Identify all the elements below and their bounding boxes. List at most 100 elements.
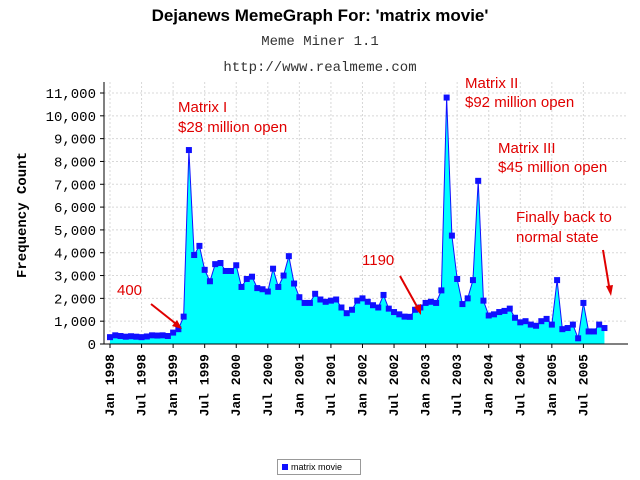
chart-title: Dejanews MemeGraph For: 'matrix movie' bbox=[151, 6, 489, 25]
data-point bbox=[485, 312, 492, 319]
source-url: http://www.realmeme.com bbox=[223, 60, 417, 76]
x-tick-label: Jan 1998 bbox=[103, 354, 118, 417]
data-point bbox=[196, 242, 203, 249]
axes bbox=[103, 82, 628, 345]
data-point bbox=[391, 309, 398, 316]
data-point bbox=[564, 325, 571, 332]
data-point bbox=[354, 297, 361, 304]
data-point bbox=[333, 296, 340, 303]
data-point bbox=[175, 326, 182, 333]
data-point bbox=[206, 278, 213, 285]
series-points bbox=[107, 94, 608, 342]
annotation-1190: 1190 bbox=[362, 252, 394, 269]
data-point bbox=[338, 304, 345, 311]
data-point bbox=[280, 272, 287, 279]
data-point bbox=[259, 286, 266, 293]
data-point bbox=[496, 309, 503, 316]
data-point bbox=[270, 265, 277, 272]
data-point bbox=[533, 322, 540, 329]
annotation-matrix-iii-open: $45 million open bbox=[498, 159, 607, 176]
data-point bbox=[306, 299, 313, 306]
annotation-matrix-iii: Matrix III bbox=[498, 140, 556, 157]
x-tick-labels: Jan 1998 Jul 1998 Jan 1999 Jul 1999 Jan 2000… bbox=[103, 344, 591, 416]
data-point bbox=[227, 267, 234, 274]
data-point bbox=[538, 318, 545, 325]
data-point bbox=[128, 333, 135, 340]
y-tick-label: 8,000 bbox=[54, 155, 96, 171]
annotation-normal-state-2: normal state bbox=[516, 229, 599, 246]
legend: matrix movie bbox=[277, 459, 361, 475]
y-tick-label: 9,000 bbox=[54, 133, 96, 149]
data-point bbox=[133, 333, 140, 340]
data-point bbox=[254, 285, 261, 292]
data-point bbox=[385, 305, 392, 312]
data-point bbox=[343, 310, 350, 317]
data-point bbox=[443, 94, 450, 101]
chart-subtitle: Meme Miner 1.1 bbox=[261, 34, 379, 50]
annotation-normal-state-1: Finally back to bbox=[516, 209, 612, 226]
data-point bbox=[427, 298, 434, 305]
data-point bbox=[327, 297, 334, 304]
x-tick-label: Jul 2002 bbox=[387, 354, 402, 417]
y-tick-label: 0 bbox=[88, 338, 96, 354]
data-point bbox=[543, 315, 550, 322]
data-point bbox=[522, 318, 529, 325]
x-tick-label: Jul 2005 bbox=[576, 354, 591, 417]
data-point bbox=[475, 177, 482, 184]
data-point bbox=[569, 321, 576, 328]
x-tick-label: Jul 2004 bbox=[513, 354, 528, 417]
data-point bbox=[375, 304, 382, 311]
x-tick-label: Jul 2000 bbox=[261, 354, 276, 417]
annotations: 400 Matrix I $28 million open 1190 Matri… bbox=[117, 75, 613, 329]
y-tick-label: 7,000 bbox=[54, 178, 96, 194]
data-point bbox=[527, 321, 534, 328]
data-point bbox=[454, 275, 461, 282]
data-point bbox=[264, 288, 271, 295]
y-tick-label: 6,000 bbox=[54, 201, 96, 217]
data-point bbox=[348, 306, 355, 313]
x-tick-label: Jul 2003 bbox=[450, 354, 465, 417]
data-point bbox=[448, 232, 455, 239]
data-point bbox=[517, 319, 524, 326]
data-point bbox=[548, 321, 555, 328]
data-point bbox=[233, 262, 240, 269]
data-point bbox=[380, 291, 387, 298]
data-point bbox=[364, 298, 371, 305]
data-point bbox=[275, 283, 282, 290]
data-point bbox=[201, 266, 208, 273]
annotation-400: 400 bbox=[117, 282, 142, 299]
data-point bbox=[590, 328, 597, 335]
data-point bbox=[480, 297, 487, 304]
data-point bbox=[159, 332, 166, 339]
x-tick-label: Jan 2002 bbox=[355, 354, 370, 417]
data-point bbox=[217, 260, 224, 266]
data-point bbox=[138, 334, 145, 341]
data-point bbox=[317, 296, 324, 303]
data-point bbox=[412, 306, 419, 313]
data-point bbox=[459, 301, 466, 308]
data-point bbox=[580, 299, 587, 306]
data-point bbox=[559, 326, 566, 333]
data-point bbox=[401, 313, 408, 320]
y-tick-label: 10,000 bbox=[46, 110, 96, 126]
y-tick-label: 4,000 bbox=[54, 247, 96, 263]
data-point bbox=[180, 313, 187, 320]
legend-swatch bbox=[282, 464, 288, 470]
data-point bbox=[601, 325, 608, 332]
data-point bbox=[212, 261, 219, 268]
legend-label: matrix movie bbox=[291, 462, 343, 472]
data-point bbox=[359, 295, 366, 302]
data-point bbox=[122, 333, 129, 340]
y-tick-labels: 0 1,000 2,000 3,000 4,000 5,000 6,000 7,000 8,00… bbox=[46, 87, 104, 354]
x-tick-label: Jan 2001 bbox=[292, 354, 307, 417]
data-point bbox=[512, 314, 519, 321]
data-point bbox=[406, 313, 413, 320]
data-point bbox=[170, 329, 177, 336]
arrowhead-1190 bbox=[414, 304, 421, 315]
y-tick-label: 3,000 bbox=[54, 270, 96, 286]
data-point bbox=[396, 311, 403, 318]
data-point bbox=[285, 253, 292, 260]
data-point bbox=[185, 147, 192, 154]
arrowhead-normal-state bbox=[606, 285, 613, 296]
